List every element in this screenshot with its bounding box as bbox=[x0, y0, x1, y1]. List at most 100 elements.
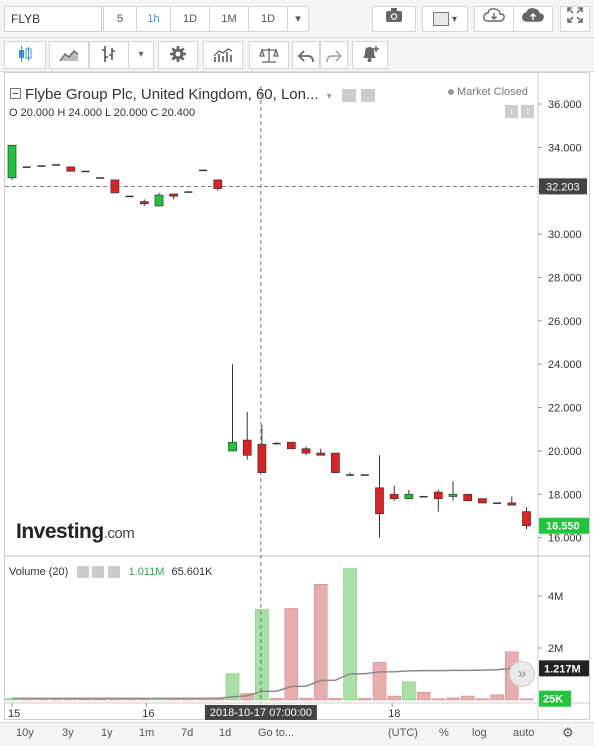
candle-body bbox=[96, 177, 105, 179]
settings-button[interactable] bbox=[158, 41, 198, 69]
candle-body bbox=[375, 487, 384, 515]
caret-down-icon[interactable]: ▾ bbox=[326, 91, 332, 102]
candle-body bbox=[7, 144, 17, 179]
goto-button[interactable]: Go to... bbox=[258, 727, 295, 739]
scale-up-icon[interactable]: ↕ bbox=[521, 105, 535, 118]
candle-body bbox=[360, 474, 369, 476]
fullscreen-button[interactable] bbox=[560, 6, 590, 32]
cloud-download-button[interactable] bbox=[474, 6, 514, 32]
timezone-button[interactable]: (UTC) bbox=[388, 727, 418, 739]
interval-1m-button[interactable]: 1M bbox=[209, 6, 249, 32]
volume-bar bbox=[519, 698, 534, 701]
volume-bar bbox=[446, 697, 460, 701]
cloud-download-icon bbox=[483, 8, 505, 22]
chart-style-button[interactable]: ▾ bbox=[422, 6, 468, 32]
percent-scale-button[interactable]: % bbox=[439, 727, 449, 739]
symbol-input[interactable]: FLYB bbox=[4, 6, 102, 32]
crosshair-time-label-bg bbox=[204, 705, 317, 720]
redo-button[interactable] bbox=[320, 41, 348, 69]
range-1y-button[interactable]: 1y bbox=[101, 727, 113, 739]
scale-down-icon[interactable]: ↓ bbox=[505, 105, 518, 118]
time-tick-label: 16 bbox=[142, 708, 154, 720]
range-1m-button[interactable]: 1m bbox=[139, 727, 155, 739]
candle-body bbox=[419, 495, 428, 498]
candle-body bbox=[66, 166, 76, 172]
candle-body bbox=[154, 194, 164, 207]
candle-body bbox=[463, 493, 473, 502]
candle-body bbox=[522, 511, 531, 527]
candle-body bbox=[346, 474, 355, 476]
range-3y-button[interactable]: 3y bbox=[62, 727, 74, 739]
price-scale-controls: ↓ ↕ bbox=[505, 103, 535, 118]
scroll-to-realtime-button[interactable]: » bbox=[509, 661, 535, 687]
cloud-upload-icon bbox=[522, 8, 544, 22]
status-dot-icon bbox=[448, 89, 454, 96]
log-scale-button[interactable]: log bbox=[472, 727, 487, 739]
candle-body bbox=[316, 452, 326, 456]
range-1d-button[interactable]: 1d bbox=[219, 727, 232, 739]
eye-icon[interactable] bbox=[341, 88, 356, 102]
caret-down-icon: ▾ bbox=[138, 49, 144, 60]
settings-gear-icon[interactable]: ⚙ bbox=[562, 725, 574, 740]
color-swatch-icon bbox=[432, 12, 449, 27]
price-tick-label: 22.000 bbox=[548, 403, 582, 415]
volume-bar bbox=[475, 698, 490, 701]
price-axis: 36.00034.00032.00030.00028.00026.00024.0… bbox=[538, 99, 582, 545]
legend-title-row: Flybe Group Plc, United Kingdom, 60, Lon… bbox=[10, 86, 376, 103]
indicators-button[interactable] bbox=[203, 41, 243, 69]
candle-body bbox=[184, 191, 193, 193]
alert-button[interactable] bbox=[352, 41, 388, 69]
candle-body bbox=[52, 164, 61, 166]
close-icon[interactable] bbox=[107, 566, 120, 579]
price-tick-label: 18.000 bbox=[548, 489, 582, 501]
gear-small-icon[interactable] bbox=[92, 566, 105, 579]
candle-body bbox=[493, 502, 502, 504]
double-chevron-right-icon: » bbox=[517, 665, 527, 682]
bar-type-dropdown[interactable]: ▾ bbox=[128, 41, 154, 69]
volume-bar bbox=[313, 583, 328, 701]
legend-title: Flybe Group Plc, United Kingdom, 60, Lon… bbox=[25, 86, 319, 103]
last-price-label-bg bbox=[539, 517, 589, 534]
volume-bar bbox=[328, 698, 343, 701]
cloud-upload-button[interactable] bbox=[513, 6, 553, 32]
price-tick-label: 36.000 bbox=[548, 99, 582, 111]
price-tick-label: 26.000 bbox=[548, 316, 582, 328]
collapse-icon[interactable] bbox=[10, 88, 21, 99]
drawing-toolbar: ▾ bbox=[0, 38, 594, 72]
volume-tick-label: 4M bbox=[548, 591, 563, 603]
candle-body bbox=[404, 493, 414, 499]
range-7d-button[interactable]: 7d bbox=[181, 727, 194, 739]
compare-scale-button[interactable] bbox=[249, 41, 289, 69]
candle-body bbox=[389, 493, 399, 499]
auto-scale-button[interactable]: auto bbox=[513, 727, 535, 739]
candle-body bbox=[125, 195, 134, 198]
top-toolbar: FLYB 5 1h 1D 1M 1D ▾ ▾ bbox=[0, 0, 594, 38]
volume-bar bbox=[269, 698, 284, 701]
undo-button[interactable] bbox=[292, 41, 320, 69]
volume-axis: 4M 2M 1.217M 25K bbox=[538, 591, 589, 707]
range-10y-button[interactable]: 10y bbox=[16, 727, 34, 739]
price-tick-label: 20.000 bbox=[548, 446, 582, 458]
candle-body bbox=[301, 448, 311, 454]
screenshot-button[interactable] bbox=[372, 6, 416, 32]
volume-bar bbox=[387, 695, 402, 701]
area-chart-icon bbox=[59, 50, 79, 62]
volume-bar bbox=[357, 698, 372, 701]
volume-bars bbox=[5, 568, 534, 701]
gear-small-icon[interactable] bbox=[361, 88, 376, 102]
volume-bar bbox=[343, 568, 357, 701]
volume-bar bbox=[460, 695, 475, 701]
candles bbox=[7, 144, 531, 538]
compare-button[interactable] bbox=[49, 41, 89, 69]
camera-icon bbox=[386, 8, 402, 22]
candles-style-button[interactable] bbox=[4, 41, 46, 69]
interval-1d-button[interactable]: 1D bbox=[170, 6, 210, 32]
fullscreen-icon bbox=[567, 7, 583, 23]
eye-icon[interactable] bbox=[77, 566, 90, 579]
interval-dropdown-button[interactable]: ▾ bbox=[287, 6, 309, 32]
candle-body bbox=[81, 170, 90, 173]
candle-body bbox=[331, 452, 340, 473]
interval-1d-alt-button[interactable]: 1D bbox=[248, 6, 288, 32]
candle-body bbox=[507, 502, 517, 506]
